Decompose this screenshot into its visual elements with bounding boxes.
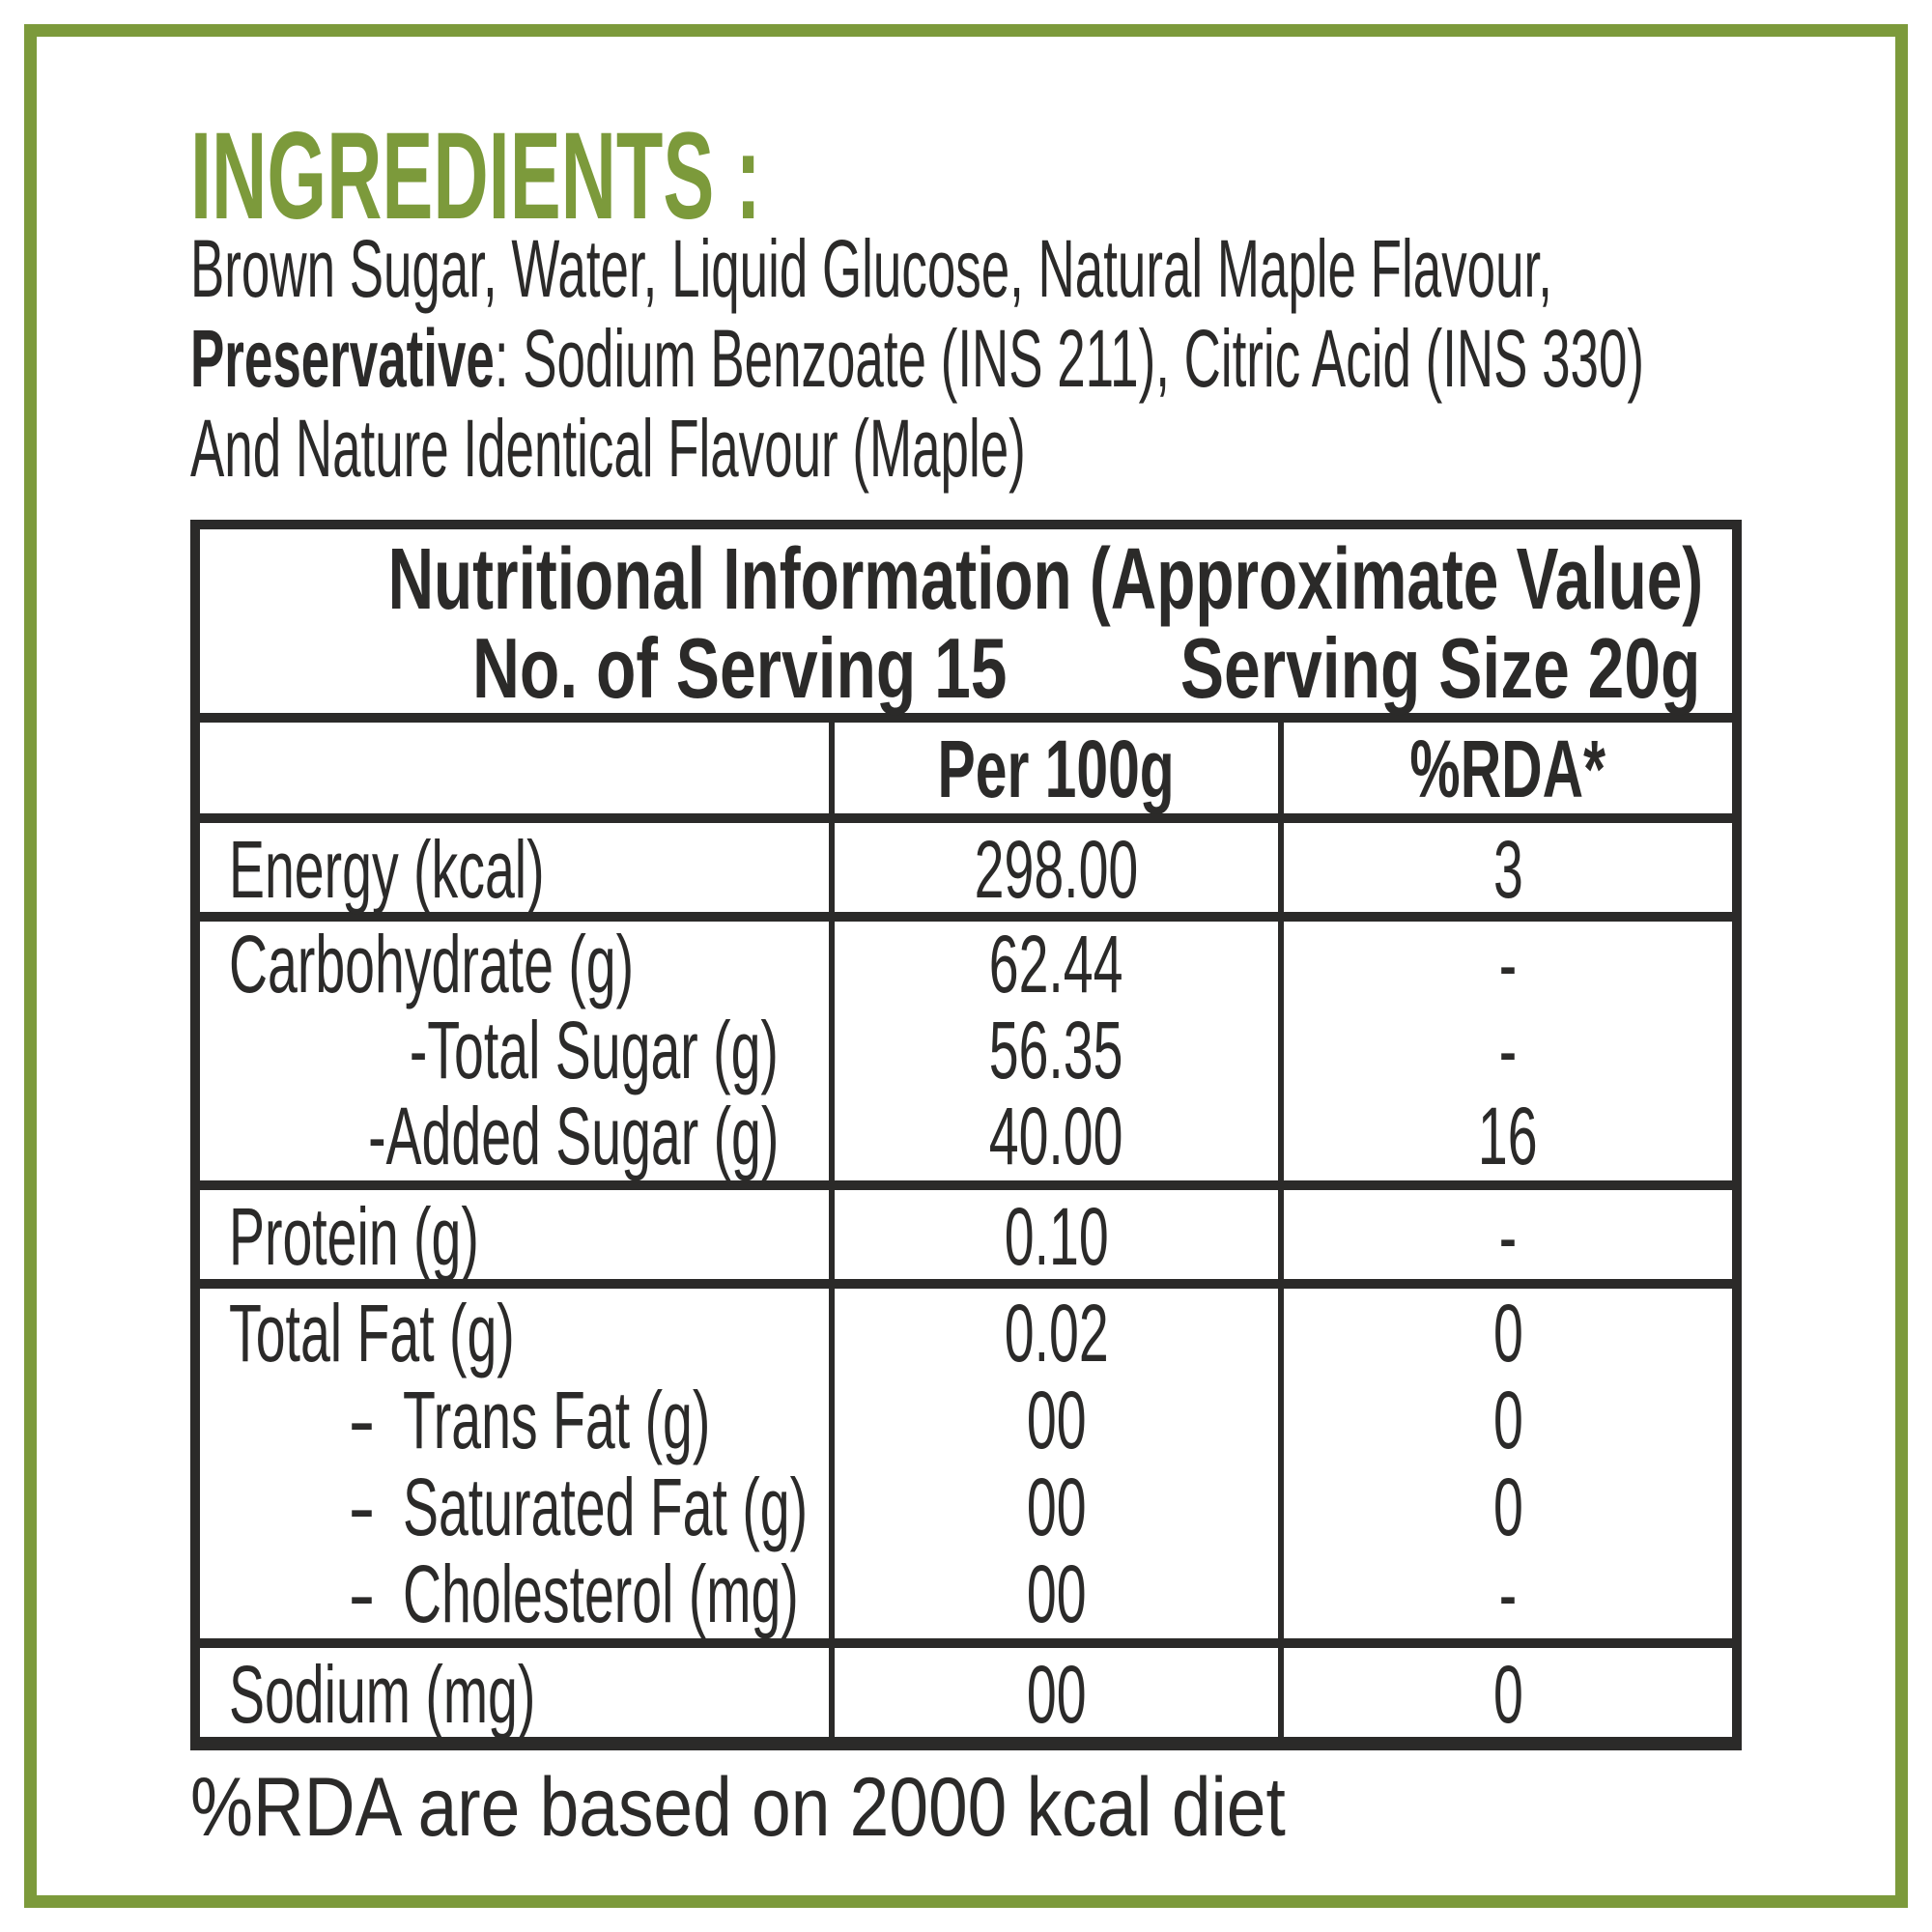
total-sugar-rda: - bbox=[1498, 1005, 1518, 1095]
row-rda: - bbox=[1498, 1191, 1518, 1282]
table-header: Nutritional Information (Approximate Val… bbox=[200, 529, 1732, 713]
row-per100g: 00 bbox=[1026, 1649, 1087, 1740]
trans-fat-per100g: 00 bbox=[1026, 1374, 1087, 1465]
dash-bullet: - bbox=[348, 1461, 376, 1552]
serving-size: Serving Size 20g bbox=[1179, 620, 1700, 716]
table-row-protein: Protein (g) 0.10 - bbox=[200, 1180, 1732, 1284]
column-header-row: Per 100g %RDA* bbox=[200, 713, 1732, 816]
ingredients-line-3: And Nature Identical Flavour (Maple) bbox=[190, 403, 1026, 494]
preservative-detail: : Sodium Benzoate (INS 211), Citric Acid… bbox=[494, 313, 1645, 404]
cholesterol-rda: - bbox=[1498, 1548, 1518, 1639]
row-label-total-sugar: -Total Sugar (g) bbox=[409, 1005, 779, 1095]
saturated-fat-rda: 0 bbox=[1492, 1461, 1523, 1552]
total-fat-per100g: 0.02 bbox=[1004, 1287, 1109, 1378]
row-label-added-sugar: -Added Sugar (g) bbox=[367, 1091, 779, 1181]
ingredients-line-1: Brown Sugar, Water, Liquid Glucose, Natu… bbox=[190, 223, 1552, 314]
row-per100g: 298.00 bbox=[974, 824, 1139, 915]
ingredients-title: INGREDIENTS : bbox=[190, 114, 1111, 240]
table-row-total-fat: Total Fat (g) - Trans Fat (g) - Saturate… bbox=[200, 1279, 1732, 1639]
column-header-empty bbox=[200, 723, 829, 816]
dash-bullet: - bbox=[348, 1548, 376, 1639]
row-label-cholesterol: - Cholesterol (mg) bbox=[200, 1548, 829, 1639]
carb-per100g: 62.44 bbox=[989, 919, 1123, 1009]
table-row-sodium: Sodium (mg) 00 0 bbox=[200, 1638, 1732, 1742]
rda-footnote: %RDA are based on 2000 kcal diet bbox=[190, 1761, 1286, 1854]
row-label-saturated-fat: - Saturated Fat (g) bbox=[200, 1462, 829, 1552]
column-header-per100g: Per 100g bbox=[829, 723, 1278, 816]
row-label: Total Fat (g) bbox=[229, 1287, 515, 1378]
total-fat-rda: 0 bbox=[1492, 1287, 1523, 1378]
row-label-trans-fat: - Trans Fat (g) bbox=[200, 1375, 829, 1465]
preservative-label: Preservative bbox=[190, 313, 495, 404]
row-label: Sodium (mg) bbox=[229, 1649, 536, 1740]
ingredients-paragraph: Brown Sugar, Water, Liquid Glucose, Natu… bbox=[190, 224, 1794, 494]
ingredients-line-2: Preservative: Sodium Benzoate (INS 211),… bbox=[190, 314, 1794, 404]
row-rda: 0 bbox=[1492, 1649, 1523, 1740]
cholesterol-per100g: 00 bbox=[1026, 1548, 1087, 1639]
total-sugar-per100g: 56.35 bbox=[989, 1005, 1123, 1095]
dash-bullet: - bbox=[348, 1374, 376, 1465]
table-row-energy: Energy (kcal) 298.00 3 bbox=[200, 813, 1732, 917]
table-title: Nutritional Information (Approximate Val… bbox=[387, 531, 1703, 628]
trans-fat-rda: 0 bbox=[1492, 1374, 1523, 1465]
row-rda: 3 bbox=[1492, 824, 1523, 915]
table-row-carbohydrate: Carbohydrate (g) -Total Sugar (g) -Added… bbox=[200, 912, 1732, 1181]
column-header-rda: %RDA* bbox=[1278, 723, 1732, 816]
servings-count: No. of Serving 15 bbox=[472, 620, 1008, 716]
label-border-frame bbox=[24, 24, 1908, 1908]
row-label: Energy (kcal) bbox=[229, 824, 545, 915]
added-sugar-per100g: 40.00 bbox=[989, 1091, 1123, 1181]
nutrition-table: Nutritional Information (Approximate Val… bbox=[190, 520, 1742, 1750]
row-label: Protein (g) bbox=[229, 1191, 479, 1282]
table-title-line: Nutritional Information (Approximate Val… bbox=[0, 535, 1703, 624]
added-sugar-rda: 16 bbox=[1478, 1091, 1538, 1181]
ingredients-title-text: INGREDIENTS : bbox=[190, 107, 761, 245]
carb-rda: - bbox=[1498, 919, 1518, 1009]
saturated-fat-per100g: 00 bbox=[1026, 1461, 1087, 1552]
row-per100g: 0.10 bbox=[1004, 1191, 1109, 1282]
row-label: Carbohydrate (g) bbox=[229, 919, 635, 1009]
